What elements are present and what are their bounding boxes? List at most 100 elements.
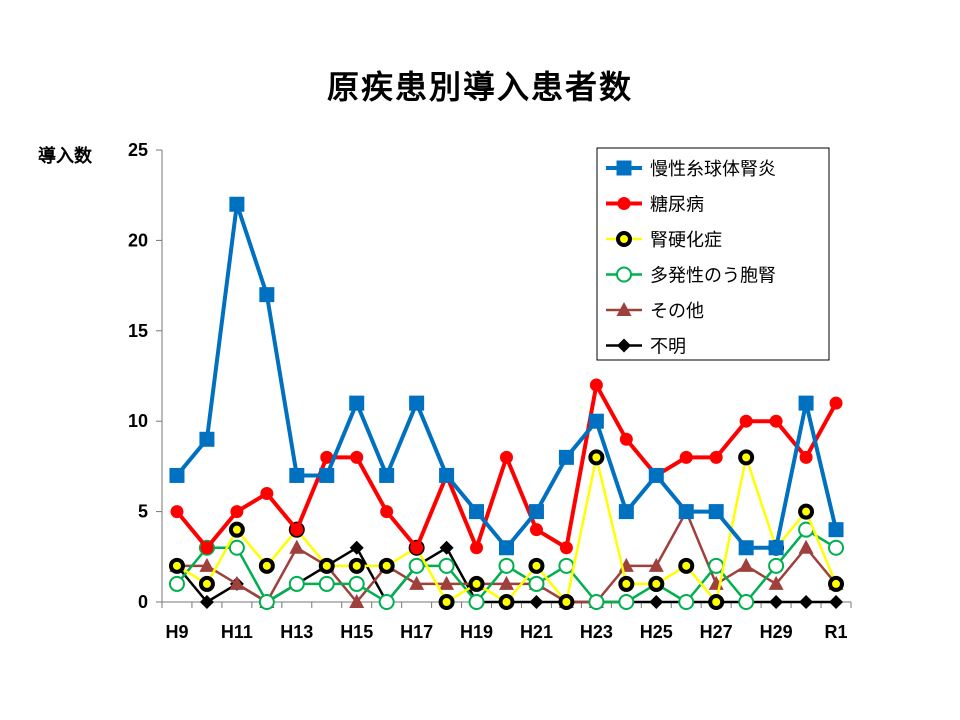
data-point [828, 575, 845, 592]
data-point [199, 431, 215, 447]
data-point [768, 575, 784, 590]
data-point [769, 414, 783, 428]
data-point [679, 450, 693, 464]
legend-marker [616, 160, 632, 176]
data-point [648, 467, 664, 483]
legend-label: 慢性糸球体腎炎 [650, 159, 776, 180]
data-point [199, 557, 215, 572]
data-point [739, 414, 753, 428]
data-point [288, 575, 305, 592]
legend-marker [616, 231, 632, 247]
data-point [500, 450, 513, 464]
x-tick-label: H27 [700, 622, 733, 642]
data-point [618, 594, 635, 610]
legend-marker [616, 302, 632, 316]
data-point [619, 432, 633, 446]
data-point [438, 594, 455, 610]
data-point [319, 467, 335, 483]
legend-marker [617, 338, 631, 353]
data-point [410, 541, 424, 555]
y-tick-label: 20 [128, 230, 148, 250]
data-point [528, 504, 544, 520]
data-point [380, 505, 394, 519]
data-point [320, 450, 334, 464]
data-point [558, 557, 575, 574]
data-point [588, 449, 605, 466]
data-point [588, 594, 605, 610]
data-point [408, 557, 425, 574]
legend-label: 不明 [650, 337, 686, 358]
data-point [799, 595, 814, 609]
legend-item: 糖尿病 [606, 195, 704, 216]
data-point [409, 395, 425, 411]
x-tick-label: H9 [165, 622, 188, 642]
data-point [349, 540, 364, 555]
data-point [499, 540, 514, 556]
data-point [169, 467, 185, 483]
data-point [678, 557, 695, 574]
data-point [348, 575, 365, 592]
data-point [258, 557, 275, 574]
legend-label: 糖尿病 [650, 195, 704, 216]
data-point [378, 557, 395, 574]
data-point [558, 449, 574, 465]
data-point [318, 575, 335, 592]
x-tick-label: H15 [340, 622, 373, 642]
series-5 [169, 503, 844, 608]
x-tick-label: H17 [400, 622, 433, 642]
x-tick-label: H13 [280, 622, 313, 642]
data-point [828, 539, 845, 556]
legend-item: その他 [606, 301, 704, 322]
x-tick-label: H29 [760, 622, 793, 642]
data-point [708, 594, 725, 610]
data-point [290, 523, 304, 537]
y-tick-label: 10 [128, 411, 148, 431]
data-point [230, 505, 244, 519]
y-tick-label: 5 [138, 502, 148, 522]
legend-item: 腎硬化症 [606, 230, 722, 251]
data-point [470, 541, 484, 555]
x-tick-label: R1 [825, 622, 848, 642]
legend-item: 慢性糸球体腎炎 [606, 159, 776, 180]
data-point [198, 575, 215, 592]
legend-label: 多発性のう胞腎 [650, 266, 776, 287]
series-4 [168, 521, 845, 610]
series-2 [170, 378, 843, 555]
data-point [649, 595, 664, 609]
data-point [648, 575, 665, 592]
data-point [709, 450, 723, 464]
data-point [349, 594, 365, 608]
y-axis-label: 導入数 [38, 145, 93, 167]
data-point [529, 523, 543, 537]
data-point [589, 378, 603, 392]
data-point [708, 504, 724, 520]
data-point [318, 557, 335, 574]
data-point [738, 594, 755, 610]
data-point [349, 395, 365, 411]
data-point [199, 595, 214, 609]
x-tick-label: H11 [221, 622, 253, 642]
data-point [498, 557, 515, 574]
data-point [558, 594, 575, 610]
data-point [170, 505, 184, 519]
data-point [799, 450, 813, 464]
data-point [439, 575, 455, 590]
data-point [438, 557, 455, 574]
data-point [260, 487, 274, 501]
data-point [798, 395, 814, 411]
data-point [738, 540, 754, 556]
series-3 [168, 449, 845, 610]
data-point [258, 594, 275, 610]
data-point [768, 557, 785, 574]
data-point [379, 467, 395, 483]
data-point [168, 575, 185, 592]
data-point [229, 196, 245, 212]
data-point [378, 594, 395, 610]
data-point [468, 575, 485, 592]
legend-item: 多発性のう胞腎 [606, 266, 776, 287]
data-point [738, 557, 754, 572]
data-point [200, 541, 214, 555]
data-point [528, 557, 545, 574]
